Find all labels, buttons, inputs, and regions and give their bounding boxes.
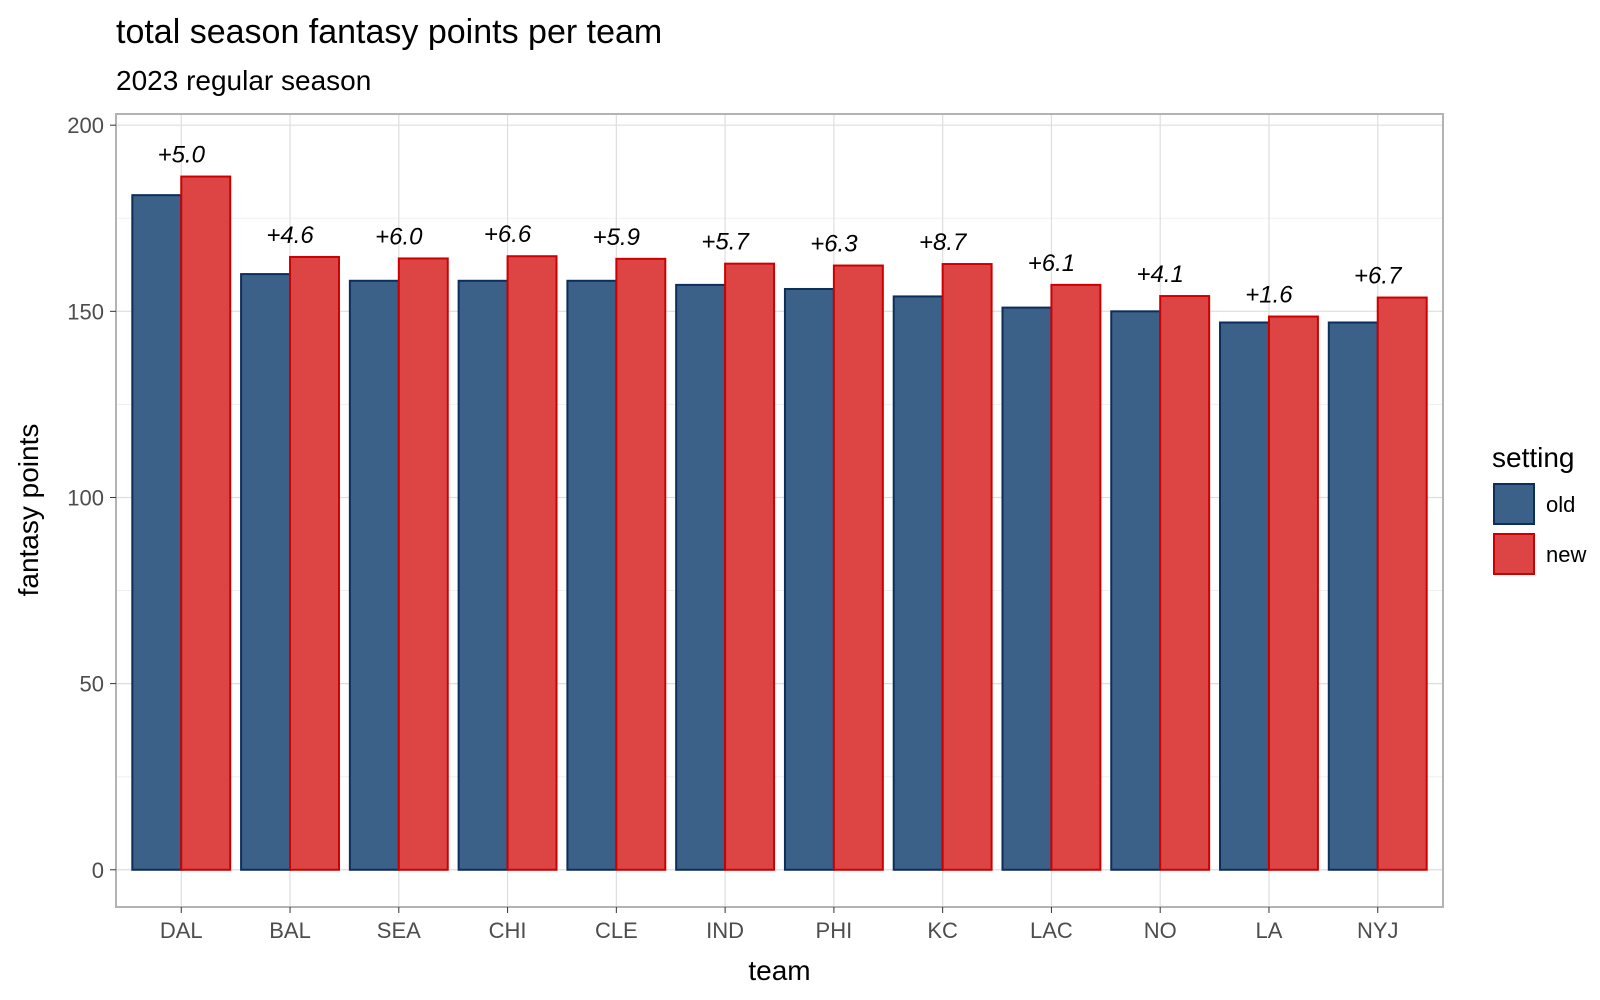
- x-tick-label: NYJ: [1357, 918, 1399, 943]
- x-tick-label: CLE: [595, 918, 638, 943]
- bar-new-kc: [941, 263, 993, 871]
- bar-annotation: +4.1: [1137, 261, 1184, 288]
- x-tick-label: KC: [927, 918, 958, 943]
- bar-old-bal: [240, 273, 292, 871]
- bar-annotation: +6.6: [484, 221, 532, 248]
- x-tick-label: LA: [1256, 918, 1283, 943]
- bar-new-dal: [180, 175, 232, 871]
- bar-old-no: [1110, 310, 1162, 871]
- x-tick-label: NO: [1144, 918, 1177, 943]
- x-tick-label: LAC: [1030, 918, 1073, 943]
- bar-annotation: +4.6: [266, 222, 314, 249]
- plot-panel: +5.0 +4.6 +6.0 +6.6 +5.9 +5.7 +6.3 +8.7 +6.1 +4.1…: [115, 113, 1444, 908]
- bar-old-phi: [783, 287, 835, 871]
- bar-old-cle: [566, 279, 618, 871]
- y-tick-label: 50: [80, 672, 104, 697]
- x-tick-label: DAL: [160, 918, 203, 943]
- bars: [131, 175, 1428, 871]
- x-axis-ticks: DAL BAL SEA CHI CLE IND PHI KC LAC NO LA NYJ: [160, 907, 1399, 943]
- bar-old-dal: [131, 194, 183, 871]
- bar-annotation: +6.0: [375, 223, 423, 250]
- bar-new-lac: [1050, 283, 1102, 871]
- bar-annotation: +6.7: [1354, 263, 1403, 290]
- bar-new-cle: [615, 257, 667, 871]
- bar-new-ind: [724, 262, 776, 871]
- bar-annotation: +5.9: [593, 224, 640, 251]
- bar-annotation: +8.7: [919, 229, 968, 256]
- bar-new-la: [1267, 315, 1319, 871]
- bar-new-chi: [506, 255, 558, 871]
- y-tick-label: 100: [67, 485, 104, 510]
- legend-title: setting: [1492, 442, 1575, 473]
- bar-annotation: +6.3: [810, 231, 858, 258]
- legend: setting old new: [1492, 442, 1586, 575]
- y-axis-ticks: 0 50 100 150 200: [67, 113, 116, 883]
- x-tick-label: CHI: [489, 918, 527, 943]
- bar-old-chi: [457, 279, 509, 871]
- bar-old-nyj: [1327, 321, 1379, 871]
- bar-new-no: [1159, 295, 1211, 871]
- x-tick-label: BAL: [269, 918, 311, 943]
- x-tick-label: SEA: [377, 918, 421, 943]
- bar-annotation: +5.7: [701, 229, 750, 256]
- bar-new-nyj: [1376, 296, 1428, 871]
- bar-old-lac: [1001, 306, 1053, 871]
- legend-label-old: old: [1546, 492, 1575, 517]
- bar-annotation: +6.1: [1028, 250, 1075, 277]
- bar-annotations: +5.0 +4.6 +6.0 +6.6 +5.9 +5.7 +6.3 +8.7 +6.1 +4.1…: [158, 142, 1404, 309]
- x-tick-label: IND: [706, 918, 744, 943]
- x-tick-label: PHI: [816, 918, 853, 943]
- bar-annotation: +1.6: [1245, 282, 1293, 309]
- y-tick-label: 0: [92, 858, 104, 883]
- legend-swatch-new: [1493, 533, 1535, 575]
- bar-old-la: [1219, 321, 1270, 871]
- plot-border: [115, 113, 1444, 908]
- legend-label-new: new: [1546, 542, 1586, 567]
- bar-annotation: +5.0: [158, 142, 206, 169]
- legend-swatch-old: [1493, 483, 1535, 525]
- bar-new-phi: [832, 264, 884, 871]
- bar-new-bal: [289, 255, 340, 871]
- chart-title: total season fantasy points per team: [116, 13, 662, 51]
- y-tick-label: 150: [67, 299, 104, 324]
- chart-subtitle: 2023 regular season: [116, 65, 371, 96]
- y-axis-title: fantasy points: [13, 424, 44, 597]
- bar-old-kc: [892, 295, 944, 871]
- bar-old-ind: [675, 283, 727, 871]
- y-tick-label: 200: [67, 113, 104, 138]
- bar-old-sea: [348, 279, 400, 871]
- x-axis-title: team: [748, 955, 810, 986]
- bar-new-sea: [397, 257, 449, 871]
